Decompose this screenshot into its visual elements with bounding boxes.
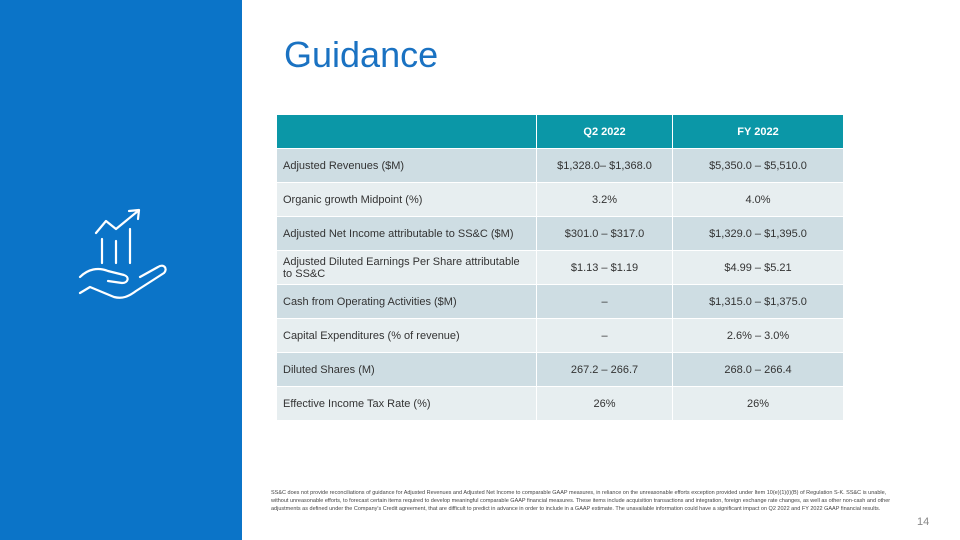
table-cell: $5,350.0 – $5,510.0 (672, 148, 844, 183)
table-cell: $1,315.0 – $1,375.0 (672, 284, 844, 319)
table-cell: 268.0 – 266.4 (672, 352, 844, 387)
table-cell: 26% (536, 386, 673, 421)
header-cell: FY 2022 (672, 114, 844, 149)
table-row: Adjusted Diluted Earnings Per Share attr… (276, 250, 844, 285)
footnote: SS&C does not provide reconciliations of… (271, 490, 891, 512)
title: Guidance (284, 34, 439, 75)
header-cell (276, 114, 537, 149)
table-cell: 4.0% (672, 182, 844, 217)
table-cell: 2.6% – 3.0% (672, 318, 844, 353)
row-label: Diluted Shares (M) (276, 352, 537, 387)
table-row: Cash from Operating Activities ($M) – $1,3… (276, 284, 844, 319)
table-cell: $1,328.0– $1,368.0 (536, 148, 673, 183)
side-panel (0, 0, 242, 540)
row-label: Cash from Operating Activities ($M) (276, 284, 537, 319)
table-cell: $1,329.0 – $1,395.0 (672, 216, 844, 251)
table-row: Adjusted Revenues ($M) $1,328.0– $1,368.0… (276, 148, 844, 183)
header-row: Q2 2022 FY 2022 (276, 114, 844, 149)
page-number: 14 (917, 516, 930, 528)
row-label: Organic growth Midpoint (%) (276, 182, 537, 217)
table-cell: – (536, 284, 673, 319)
table-cell: $4.99 – $5.21 (672, 250, 844, 285)
row-label: Capital Expenditures (% of revenue) (276, 318, 537, 353)
table-cell: 3.2% (536, 182, 673, 217)
table-cell: – (536, 318, 673, 353)
table-row: Diluted Shares (M) 267.2 – 266.7 268.0 – 2… (276, 352, 844, 387)
growth-hand-icon (78, 208, 167, 299)
table-cell: $1.13 – $1.19 (536, 250, 673, 285)
row-label: Adjusted Revenues ($M) (276, 148, 537, 183)
table-row: Organic growth Midpoint (%) 3.2% 4.0% (276, 182, 844, 217)
table-row: Adjusted Net Income attributable to SS&C… (276, 216, 844, 251)
row-label: Adjusted Diluted Earnings Per Share attr… (276, 250, 537, 285)
guidance-table: Q2 2022 FY 2022 Adjusted Revenues ($M) $1,… (276, 114, 844, 421)
table-cell: $301.0 – $317.0 (536, 216, 673, 251)
table-cell: 26% (672, 386, 844, 421)
row-label: Adjusted Net Income attributable to SS&C… (276, 216, 537, 251)
table-cell: 267.2 – 266.7 (536, 352, 673, 387)
table-row: Effective Income Tax Rate (%) 26% 26% (276, 386, 844, 421)
row-label: Effective Income Tax Rate (%) (276, 386, 537, 421)
table-row: Capital Expenditures (% of revenue) –2.6%… (276, 318, 844, 353)
header-cell: Q2 2022 (536, 114, 673, 149)
